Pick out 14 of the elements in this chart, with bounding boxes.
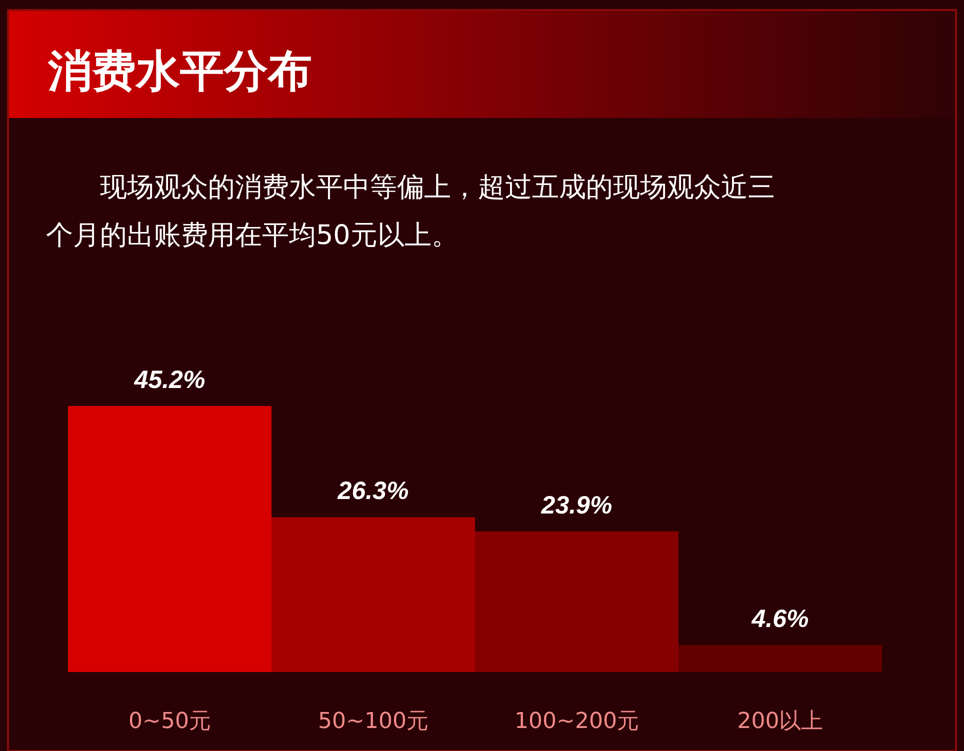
bar	[678, 644, 882, 672]
x-tick-label: 200以上	[737, 709, 824, 734]
x-tick-label: 0~50元	[128, 709, 211, 734]
bar	[475, 531, 678, 672]
chart-subtitle: 现场观众的消费水平中等偏上，超过五成的现场观众近三个月的出账费用在平均50元以上。	[46, 172, 775, 251]
chart-title: 消费水平分布	[47, 46, 312, 97]
x-tick-label: 100~200元	[514, 709, 639, 734]
data-label: 23.9%	[540, 491, 612, 520]
data-label: 26.3%	[336, 477, 409, 506]
x-tick-label: 50~100元	[318, 709, 428, 734]
data-label: 45.2%	[133, 366, 206, 394]
data-label: 4.6%	[750, 604, 809, 633]
bar	[272, 517, 475, 672]
bar	[68, 406, 272, 672]
